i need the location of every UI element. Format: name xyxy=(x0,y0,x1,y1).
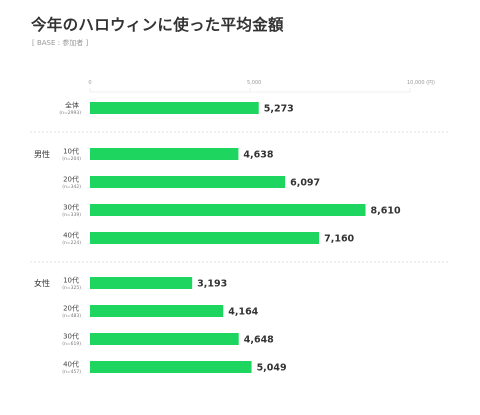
sample-size-label: (n=2993) xyxy=(59,110,81,116)
category-label: 40代 xyxy=(63,360,79,369)
category-label: 30代 xyxy=(63,203,79,212)
data-label: 6,097 xyxy=(290,178,320,189)
category-label: 20代 xyxy=(63,175,79,184)
sample-size-label: (n=457) xyxy=(62,369,81,375)
data-label: 5,049 xyxy=(257,363,287,374)
x-tick-label: 10,000 (円) xyxy=(407,80,435,86)
sample-size-label: (n=619) xyxy=(62,341,81,347)
bar xyxy=(90,176,286,188)
data-label: 4,648 xyxy=(244,335,274,346)
chart-title: 今年のハロウィンに使った平均金額 xyxy=(31,16,284,34)
group-label: 女性 xyxy=(34,278,50,288)
chart-subtitle: [ BASE : 参加者 ] xyxy=(32,39,89,47)
sample-size-label: (n=325) xyxy=(62,285,81,291)
bar xyxy=(90,204,366,216)
category-label: 全体 xyxy=(65,101,79,110)
sample-size-label: (n=342) xyxy=(62,184,81,190)
data-label: 3,193 xyxy=(197,279,227,290)
sample-size-label: (n=224) xyxy=(62,240,81,246)
sample-size-label: (n=339) xyxy=(62,212,81,218)
bar xyxy=(90,102,259,114)
bar xyxy=(90,305,224,317)
category-label: 10代 xyxy=(63,276,79,285)
data-label: 4,164 xyxy=(228,307,258,318)
category-label: 20代 xyxy=(63,304,79,313)
category-label: 30代 xyxy=(63,332,79,341)
bar xyxy=(90,277,193,289)
bar xyxy=(90,232,320,244)
sample-size-label: (n=204) xyxy=(62,156,81,162)
data-label: 4,638 xyxy=(243,150,273,161)
data-label: 5,273 xyxy=(264,104,294,115)
bar xyxy=(90,361,252,373)
bar xyxy=(90,333,239,345)
category-label: 40代 xyxy=(63,231,79,240)
data-label: 8,610 xyxy=(371,206,401,217)
group-label: 男性 xyxy=(34,149,50,159)
bar xyxy=(90,148,239,160)
category-label: 10代 xyxy=(63,147,79,156)
data-label: 7,160 xyxy=(324,234,354,245)
x-tick-label: 5,000 xyxy=(247,80,261,86)
sample-size-label: (n=483) xyxy=(62,313,81,319)
x-tick-label: 0 xyxy=(88,80,91,86)
